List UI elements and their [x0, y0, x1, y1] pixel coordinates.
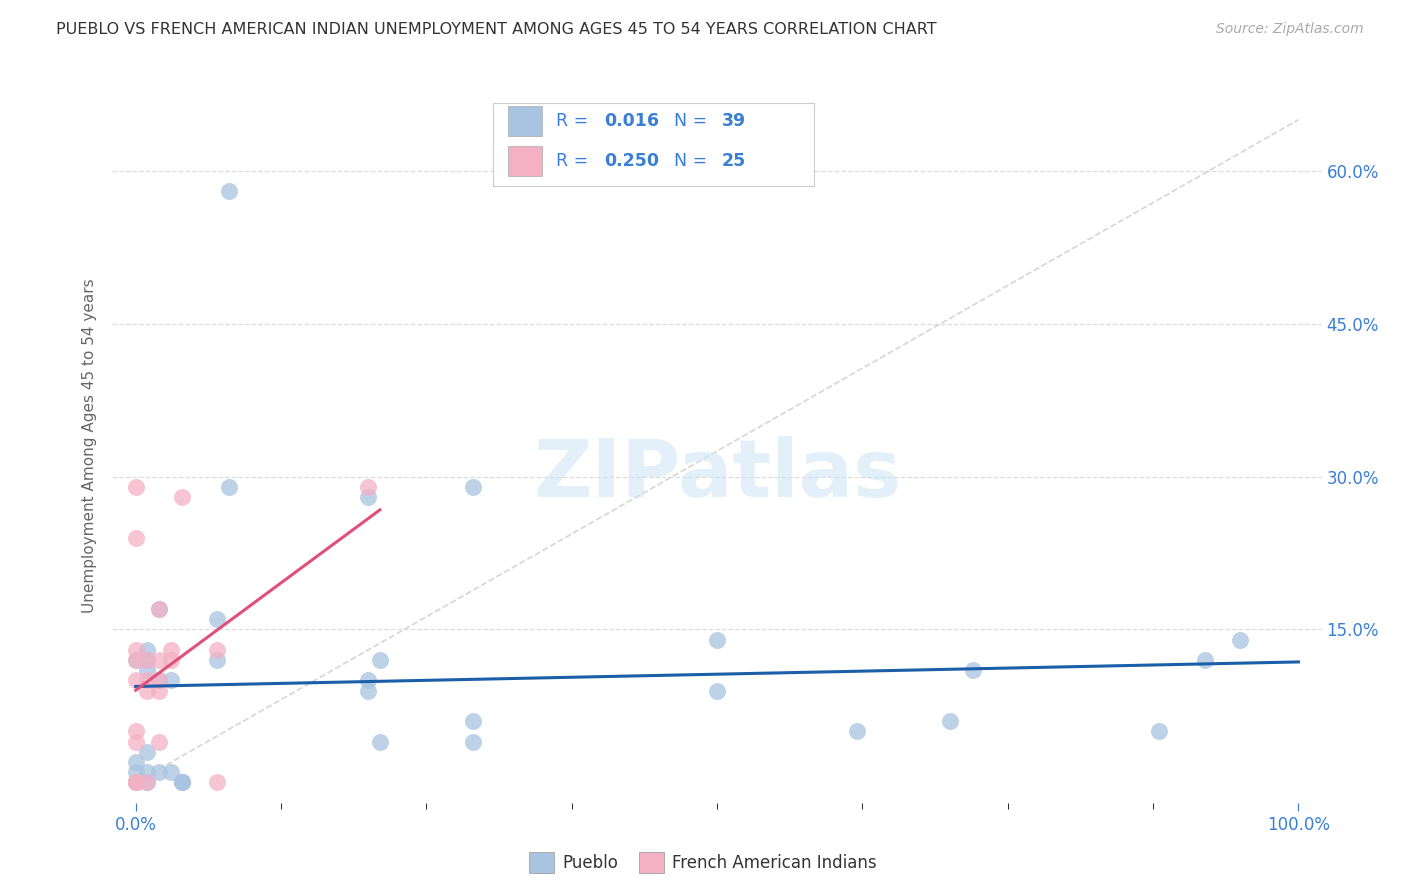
Point	[136, 643, 159, 657]
Point	[136, 673, 159, 688]
Y-axis label: Unemployment Among Ages 45 to 54 years: Unemployment Among Ages 45 to 54 years	[82, 278, 97, 614]
Legend: Pueblo, French American Indians: Pueblo, French American Indians	[523, 846, 883, 880]
Text: N =: N =	[673, 152, 713, 169]
Point	[461, 480, 484, 494]
Point	[357, 673, 380, 688]
Point	[125, 734, 148, 748]
Point	[1229, 632, 1251, 647]
Point	[125, 480, 148, 494]
Text: R =: R =	[557, 112, 593, 130]
Text: Source: ZipAtlas.com: Source: ZipAtlas.com	[1216, 22, 1364, 37]
Point	[845, 724, 868, 739]
Point	[136, 653, 159, 667]
Text: 25: 25	[721, 152, 747, 169]
Point	[205, 775, 228, 789]
Point	[368, 734, 391, 748]
Point	[148, 734, 170, 748]
Text: 0.250: 0.250	[605, 152, 659, 169]
Point	[205, 612, 228, 626]
Point	[125, 673, 148, 688]
Point	[125, 643, 148, 657]
Point	[125, 775, 148, 789]
Point	[125, 653, 148, 667]
Point	[125, 765, 148, 780]
Point	[205, 643, 228, 657]
Point	[938, 714, 960, 729]
Text: 0.016: 0.016	[605, 112, 659, 130]
Point	[357, 683, 380, 698]
Point	[136, 775, 159, 789]
Point	[125, 775, 148, 789]
Text: N =: N =	[673, 112, 713, 130]
Point	[125, 724, 148, 739]
Point	[148, 653, 170, 667]
Point	[125, 531, 148, 545]
Point	[148, 602, 170, 616]
Text: ZIPatlas: ZIPatlas	[533, 435, 901, 514]
Point	[125, 775, 148, 789]
Point	[205, 653, 228, 667]
Point	[357, 480, 380, 494]
Point	[461, 714, 484, 729]
Point	[148, 765, 170, 780]
Point	[172, 775, 194, 789]
Point	[125, 755, 148, 769]
Point	[148, 673, 170, 688]
Point	[136, 663, 159, 677]
Point	[148, 673, 170, 688]
Point	[159, 643, 181, 657]
Text: R =: R =	[557, 152, 593, 169]
Point	[125, 775, 148, 789]
Point	[159, 765, 181, 780]
Point	[218, 184, 240, 198]
Point	[962, 663, 984, 677]
Point	[706, 683, 728, 698]
Point	[159, 673, 181, 688]
Point	[1147, 724, 1170, 739]
Point	[218, 480, 240, 494]
Point	[706, 632, 728, 647]
FancyBboxPatch shape	[508, 106, 541, 136]
Point	[125, 653, 148, 667]
Text: PUEBLO VS FRENCH AMERICAN INDIAN UNEMPLOYMENT AMONG AGES 45 TO 54 YEARS CORRELAT: PUEBLO VS FRENCH AMERICAN INDIAN UNEMPLO…	[56, 22, 936, 37]
Point	[136, 765, 159, 780]
Point	[148, 683, 170, 698]
Point	[136, 683, 159, 698]
Point	[136, 775, 159, 789]
Point	[172, 775, 194, 789]
Point	[461, 734, 484, 748]
Point	[172, 775, 194, 789]
Point	[148, 602, 170, 616]
Point	[125, 775, 148, 789]
Point	[136, 653, 159, 667]
FancyBboxPatch shape	[494, 103, 814, 186]
Point	[136, 745, 159, 759]
Point	[172, 490, 194, 504]
Point	[368, 653, 391, 667]
Point	[159, 653, 181, 667]
Point	[1194, 653, 1216, 667]
Text: 39: 39	[721, 112, 747, 130]
FancyBboxPatch shape	[508, 145, 541, 176]
Point	[357, 490, 380, 504]
